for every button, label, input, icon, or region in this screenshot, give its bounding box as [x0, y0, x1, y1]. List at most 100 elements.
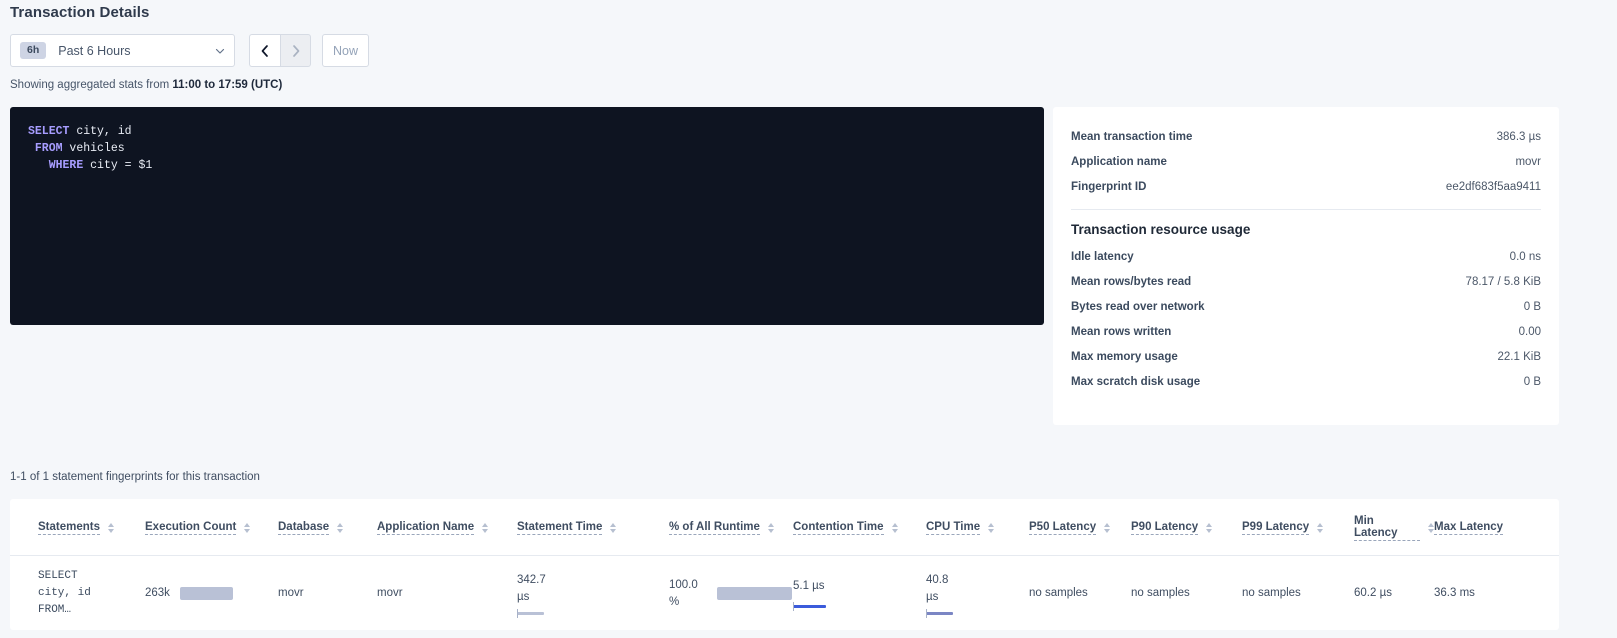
stat-value: 0.00: [1518, 326, 1541, 338]
time-range-badge: 6h: [20, 42, 47, 59]
time-range-select[interactable]: 6h Past 6 Hours: [10, 34, 235, 67]
stat-label: Mean transaction time: [1071, 131, 1193, 143]
stat-row-mean-rows-written: Mean rows written 0.00: [1071, 320, 1541, 345]
sql-query-panel: SELECT city, id FROM vehicles WHERE city…: [10, 107, 1044, 325]
stat-row-fingerprint-id: Fingerprint ID ee2df683f5aa9411: [1071, 175, 1541, 200]
aggregation-note: Showing aggregated stats from 11:00 to 1…: [10, 79, 282, 91]
now-button[interactable]: Now: [322, 34, 369, 67]
sort-icon[interactable]: [337, 523, 344, 533]
cell-statement[interactable]: SELECT city, id FROM…: [10, 556, 145, 631]
statement-time-value: 342.7 µs: [517, 573, 546, 603]
stat-row-application-name: Application name movr: [1071, 150, 1541, 175]
cell-database: movr: [278, 587, 304, 599]
column-label: P99 Latency: [1242, 521, 1310, 535]
column-label: Contention Time: [793, 521, 884, 535]
statements-table: Statements Execution Count Database Appl…: [10, 499, 1559, 630]
time-range-label: Past 6 Hours: [58, 43, 131, 58]
column-header-p90-latency[interactable]: P90 Latency: [1131, 499, 1242, 556]
chevron-left-icon: [261, 44, 268, 57]
stat-label: Max memory usage: [1071, 351, 1178, 363]
column-header-database[interactable]: Database: [278, 499, 377, 556]
sort-icon[interactable]: [988, 523, 995, 533]
contention-time-value: 5.1 µs: [793, 580, 825, 592]
stat-value: movr: [1515, 156, 1541, 168]
column-label: Database: [278, 521, 330, 535]
cell-statement-time: 342.7 µs: [517, 556, 669, 631]
sort-icon[interactable]: [891, 523, 898, 533]
column-header-statement-time[interactable]: Statement Time: [517, 499, 669, 556]
sort-icon[interactable]: [1317, 523, 1324, 533]
sort-icon[interactable]: [1104, 523, 1111, 533]
sort-icon[interactable]: [610, 523, 617, 533]
contention-time-bar-wrap: [793, 602, 926, 611]
column-label: P90 Latency: [1131, 521, 1199, 535]
table-row[interactable]: SELECT city, id FROM… 263k movr movr 342…: [10, 556, 1559, 631]
cell-pct-all-runtime: 100.0 %: [669, 556, 793, 631]
aggregation-note-prefix: Showing aggregated stats from: [10, 79, 173, 91]
previous-interval-button[interactable]: [249, 34, 280, 67]
column-label: Max Latency: [1434, 521, 1504, 535]
stat-value: 0.0 ns: [1509, 251, 1541, 263]
stats-divider: [1071, 209, 1541, 210]
column-header-p50-latency[interactable]: P50 Latency: [1029, 499, 1131, 556]
cell-p99-latency: no samples: [1242, 587, 1301, 599]
column-header-max-latency[interactable]: Max Latency: [1434, 499, 1559, 556]
chevron-down-icon: [214, 45, 226, 57]
column-header-min-latency[interactable]: Min Latency: [1354, 499, 1434, 556]
statement-time-bar-wrap: [517, 608, 669, 618]
cell-cpu-time: 40.8 µs: [926, 556, 1029, 631]
sort-icon[interactable]: [1206, 523, 1213, 533]
cell-execution-count: 263k: [145, 556, 278, 631]
cell-p90-latency: no samples: [1131, 587, 1190, 599]
stat-label: Mean rows written: [1071, 326, 1172, 338]
stat-label: Idle latency: [1071, 251, 1134, 263]
sql-select-columns: city, id: [69, 125, 132, 138]
execution-count-bar: [179, 587, 233, 600]
sql-from-table: vehicles: [62, 142, 125, 155]
cell-min-latency: 60.2 µs: [1354, 587, 1392, 599]
sort-icon[interactable]: [108, 523, 114, 533]
next-interval-button[interactable]: [280, 34, 311, 67]
column-header-application-name[interactable]: Application Name: [377, 499, 517, 556]
column-label: % of All Runtime: [669, 521, 760, 535]
table-header-row: Statements Execution Count Database Appl…: [10, 499, 1559, 556]
stat-row-bytes-read-over-network: Bytes read over network 0 B: [1071, 295, 1541, 320]
stat-value: 386.3 µs: [1496, 131, 1541, 143]
sql-where-clause: city = $1: [83, 159, 153, 172]
stat-value: ee2df683f5aa9411: [1445, 181, 1541, 193]
column-label: Application Name: [377, 521, 475, 535]
column-label: Statement Time: [517, 521, 603, 535]
statement-count-label: 1-1 of 1 statement fingerprints for this…: [10, 471, 260, 483]
cpu-time-bar-wrap: [926, 608, 1029, 618]
column-header-contention-time[interactable]: Contention Time: [793, 499, 926, 556]
column-label: Statements: [38, 521, 100, 535]
stat-value: 78.17 / 5.8 KiB: [1465, 276, 1541, 288]
stat-row-max-memory-usage: Max memory usage 22.1 KiB: [1071, 345, 1541, 370]
stat-value: 0 B: [1523, 301, 1541, 313]
sort-icon[interactable]: [482, 523, 489, 533]
statements-table-wrapper: Statements Execution Count Database Appl…: [10, 499, 1559, 630]
cell-application-name: movr: [377, 587, 403, 599]
stat-value: 0 B: [1523, 376, 1541, 388]
stat-row-mean-rows-bytes-read: Mean rows/bytes read 78.17 / 5.8 KiB: [1071, 270, 1541, 295]
column-header-p99-latency[interactable]: P99 Latency: [1242, 499, 1354, 556]
sort-icon[interactable]: [244, 523, 251, 533]
sort-icon[interactable]: [767, 523, 774, 533]
column-header-execution-count[interactable]: Execution Count: [145, 499, 278, 556]
column-header-pct-all-runtime[interactable]: % of All Runtime: [669, 499, 793, 556]
sort-icon[interactable]: [1428, 523, 1434, 533]
aggregation-note-range: 11:00 to 17:59 (UTC): [172, 79, 283, 91]
column-header-statements[interactable]: Statements: [10, 499, 145, 556]
stat-row-idle-latency: Idle latency 0.0 ns: [1071, 245, 1541, 270]
chevron-right-icon: [292, 44, 299, 57]
statement-link[interactable]: SELECT city, id FROM…: [38, 570, 91, 616]
column-header-cpu-time[interactable]: CPU Time: [926, 499, 1029, 556]
time-controls: 6h Past 6 Hours Now: [10, 34, 369, 67]
stat-label: Mean rows/bytes read: [1071, 276, 1192, 288]
cpu-time-bar: [926, 611, 953, 615]
stat-label: Bytes read over network: [1071, 301, 1205, 313]
transaction-stats-panel: Mean transaction time 386.3 µs Applicati…: [1053, 107, 1559, 425]
stat-row-mean-transaction-time: Mean transaction time 386.3 µs: [1071, 125, 1541, 150]
time-nav-group: [249, 34, 311, 67]
